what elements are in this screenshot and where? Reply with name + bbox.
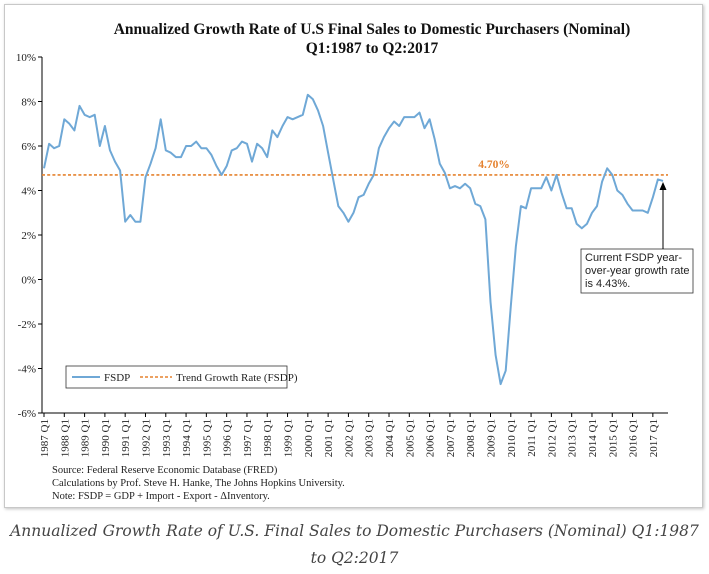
y-axis: 10% 8% 6% 4% 2% 0% -2% -4% -6% [16, 52, 43, 420]
x-tick-label: 1990 Q1 [100, 419, 112, 457]
x-axis: 1987 Q1 1988 Q1 1989 Q1 1990 Q1 1991 Q1 1992 … [39, 412, 668, 457]
x-tick-label: 2001 Q1 [323, 419, 335, 457]
x-tick-label: 2008 Q1 [465, 419, 477, 457]
plot-area: 4.70% [42, 93, 668, 386]
x-tick-label: 1998 Q1 [262, 419, 274, 457]
source-notes: Source: Federal Reserve Economic Databas… [52, 465, 345, 502]
trend-label: 4.70% [478, 159, 510, 171]
line-chart: Annualized Growth Rate of U.S Final Sale… [16, 21, 694, 502]
annotation: Current FSDP year- over-year growth rate… [580, 182, 694, 294]
y-tick-label: 0% [21, 275, 36, 287]
x-tick-label: 1994 Q1 [181, 419, 193, 457]
x-tick-label: 2000 Q1 [303, 419, 315, 457]
y-tick-label: -4% [18, 364, 36, 376]
x-tick-label: 1988 Q1 [59, 419, 71, 457]
legend: FSDP Trend Growth Rate (FSDP) [65, 365, 298, 389]
x-tick-label: 2004 Q1 [384, 419, 396, 457]
chart-title-line-1: Annualized Growth Rate of U.S Final Sale… [114, 21, 631, 38]
x-tick-label: 2017 Q1 [648, 419, 660, 457]
x-tick-label: 1992 Q1 [140, 419, 152, 457]
x-tick-label: 1997 Q1 [242, 419, 254, 457]
y-tick-label: -2% [18, 319, 36, 331]
x-tick-label: 1995 Q1 [201, 419, 213, 457]
x-tick-label: 2005 Q1 [404, 419, 416, 457]
legend-box [65, 365, 288, 389]
legend-label-fsdp: FSDP [104, 372, 130, 384]
x-tick-label: 1999 Q1 [283, 419, 295, 457]
x-tick-label: 2011 Q1 [526, 419, 538, 457]
annotation-line-2: over-year growth rate [585, 265, 690, 277]
x-tick-label: 2012 Q1 [546, 419, 558, 457]
chart-title-line-2: Q1:1987 to Q2:2017 [306, 40, 439, 57]
y-tick-label: 6% [21, 141, 36, 153]
x-tick-label: 2006 Q1 [425, 419, 437, 457]
annotation-arrowhead [659, 182, 667, 190]
figure-caption: Annualized Growth Rate of U.S. Final Sal… [10, 522, 699, 567]
x-tick-label: 2014 Q1 [587, 419, 599, 457]
x-tick-label: 1991 Q1 [120, 419, 132, 457]
y-tick-label: 10% [16, 52, 36, 64]
source-note-3: Note: FSDP = GDP + Import - Export - ΔIn… [52, 491, 270, 502]
y-tick-label: -6% [18, 408, 36, 420]
x-tick-label: 1989 Q1 [80, 419, 92, 457]
series-line-fsdp [43, 93, 664, 386]
x-tick-label: 2009 Q1 [485, 419, 497, 457]
y-tick-label: 2% [21, 230, 36, 242]
source-note-2: Calculations by Prof. Steve H. Hanke, Th… [52, 478, 345, 489]
x-tick-label: 2010 Q1 [506, 419, 518, 457]
legend-label-trend: Trend Growth Rate (FSDP) [176, 372, 298, 384]
annotation-line-3: is 4.43%. [585, 278, 630, 290]
x-tick-label: 1996 Q1 [222, 419, 234, 457]
annotation-box [580, 248, 694, 294]
source-note-1: Source: Federal Reserve Economic Databas… [52, 465, 278, 476]
y-tick-label: 8% [21, 97, 36, 109]
x-tick-label: 2016 Q1 [628, 419, 640, 457]
x-tick-label: 2003 Q1 [364, 419, 376, 457]
x-tick-label: 2007 Q1 [445, 419, 457, 457]
x-tick-label: 2002 Q1 [343, 419, 355, 457]
chart-title: Annualized Growth Rate of U.S Final Sale… [114, 21, 631, 57]
x-tick-label: 1993 Q1 [161, 419, 173, 457]
annotation-line-1: Current FSDP year- [585, 252, 682, 264]
x-tick-label: 2015 Q1 [607, 419, 619, 457]
x-tick-label: 2013 Q1 [567, 419, 579, 457]
y-tick-label: 4% [21, 186, 36, 198]
x-tick-label: 1987 Q1 [39, 419, 51, 457]
